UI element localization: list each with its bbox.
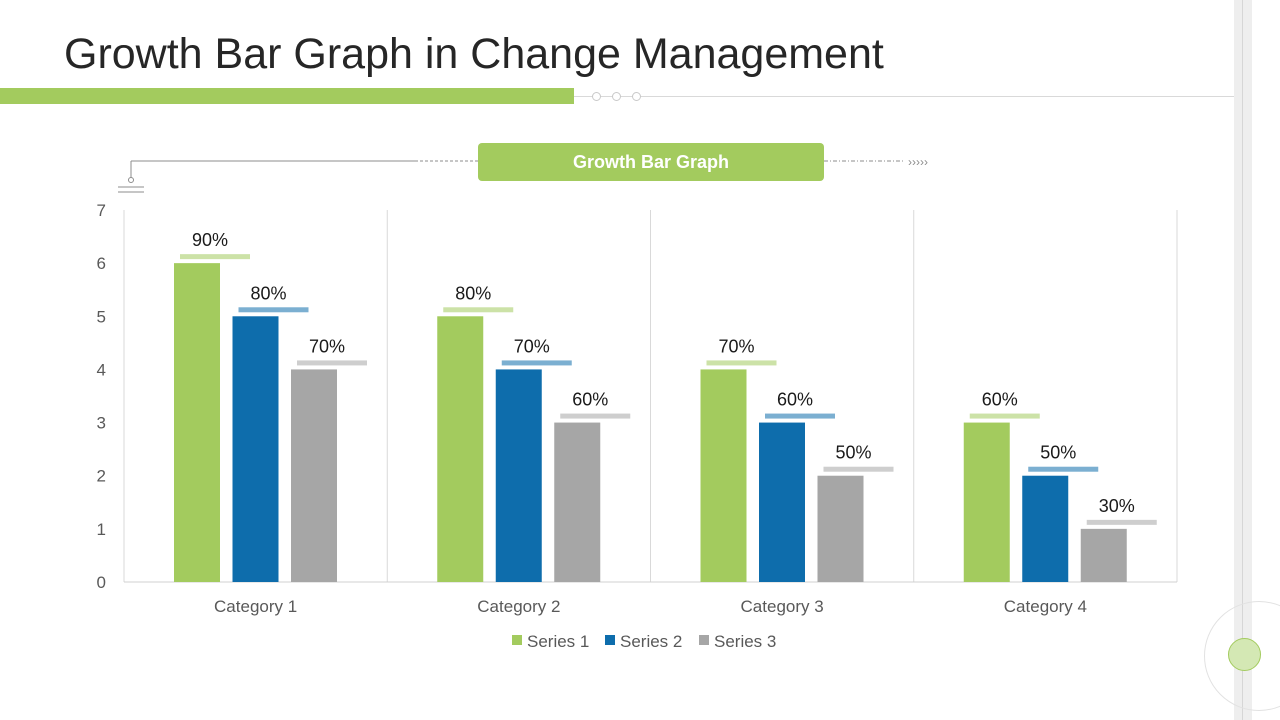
data-label-underline xyxy=(1028,466,1099,472)
legend-swatch xyxy=(512,635,522,645)
bar xyxy=(554,422,601,582)
x-axis: Category 1 Category 2 Category 3 Category 4 xyxy=(214,597,1087,616)
y-tick-label: 7 xyxy=(97,201,106,220)
title-divider xyxy=(574,96,1234,97)
data-label: 60% xyxy=(982,390,1018,410)
x-tick-label: Category 2 xyxy=(477,597,560,616)
y-tick-label: 3 xyxy=(97,414,106,433)
data-label: 60% xyxy=(572,390,608,410)
legend-label: Series 3 xyxy=(714,632,776,651)
data-label: 70% xyxy=(514,336,550,356)
y-tick-label: 6 xyxy=(97,254,106,273)
decorative-dot xyxy=(592,92,601,101)
data-label-underline xyxy=(969,413,1040,419)
bar xyxy=(437,316,484,582)
bar xyxy=(232,316,279,582)
bar-marks xyxy=(174,263,1127,582)
decorative-dot xyxy=(612,92,621,101)
bar xyxy=(174,263,220,582)
right-rail-line xyxy=(1242,0,1243,720)
chart-legend: Series 1 Series 2 Series 3 xyxy=(512,632,776,651)
chart-title-badge: Growth Bar Graph xyxy=(478,143,824,181)
data-label: 80% xyxy=(455,283,491,303)
svg-text:›››››: ››››› xyxy=(908,155,928,169)
bar xyxy=(759,422,805,582)
data-label-underline xyxy=(765,413,835,419)
legend-label: Series 1 xyxy=(527,632,589,651)
data-label-underline xyxy=(501,360,572,366)
data-label-underline xyxy=(180,254,250,260)
x-tick-label: Category 3 xyxy=(741,597,824,616)
y-tick-label: 2 xyxy=(97,467,106,486)
data-label: 60% xyxy=(777,390,813,410)
bar xyxy=(1080,528,1127,582)
legend-swatch xyxy=(699,635,709,645)
data-label-underline xyxy=(706,360,777,366)
data-label: 70% xyxy=(309,336,345,356)
decorative-dot xyxy=(632,92,641,101)
chart-connector: ››››› xyxy=(118,155,928,193)
bar xyxy=(817,475,864,582)
decorative-circle-inner xyxy=(1228,638,1261,671)
chart-grid xyxy=(123,210,1178,583)
y-tick-label: 4 xyxy=(97,360,106,379)
data-label-underline xyxy=(560,413,631,419)
legend-label: Series 2 xyxy=(620,632,682,651)
x-tick-label: Category 4 xyxy=(1004,597,1087,616)
data-label-underline xyxy=(823,466,894,472)
data-label: 70% xyxy=(718,336,754,356)
data-label: 50% xyxy=(835,443,871,463)
data-label: 50% xyxy=(1040,443,1076,463)
bar xyxy=(495,369,542,582)
bar xyxy=(700,369,747,582)
right-decorative-rail xyxy=(1234,0,1252,720)
y-axis: 0 1 2 3 4 5 6 7 xyxy=(97,201,106,592)
data-label-underline xyxy=(443,307,514,313)
data-label-underline xyxy=(297,360,367,366)
data-label: 80% xyxy=(250,283,286,303)
data-label: 90% xyxy=(192,230,228,250)
bar xyxy=(963,422,1010,582)
y-tick-label: 0 xyxy=(97,573,106,592)
x-tick-label: Category 1 xyxy=(214,597,297,616)
y-tick-label: 5 xyxy=(97,307,106,326)
bar xyxy=(291,369,337,582)
data-label-underline xyxy=(1086,519,1157,525)
y-tick-label: 1 xyxy=(97,520,106,539)
data-labels: 90% 80% 70% 60% 80% 70% 60% 50% 70% 60% 50% 30% xyxy=(180,230,1157,525)
data-label-underline xyxy=(238,307,309,313)
legend-swatch xyxy=(605,635,615,645)
data-label: 30% xyxy=(1099,496,1135,516)
bar xyxy=(1022,475,1069,582)
page-title: Growth Bar Graph in Change Management xyxy=(64,30,884,78)
title-accent-bar xyxy=(0,88,574,104)
